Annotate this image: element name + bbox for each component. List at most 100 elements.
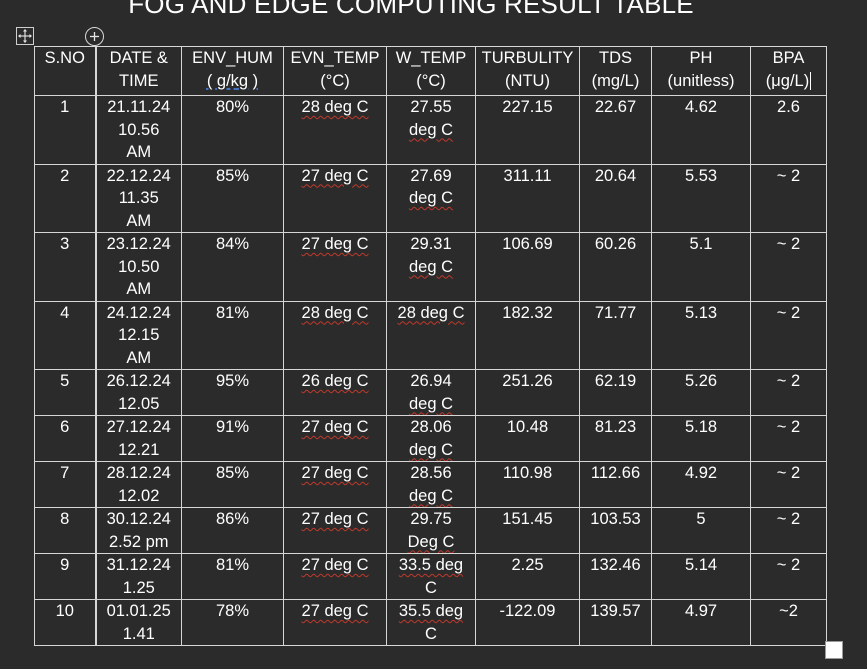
header-cell-evn-temp[interactable]: EVN_TEMP (°C) [283, 46, 387, 96]
table-resize-handle[interactable] [825, 641, 843, 659]
cell-turbulity[interactable]: 227.15 [475, 95, 580, 165]
cell-sno[interactable]: 5 [34, 369, 96, 416]
cell-env-hum[interactable]: 91% [181, 415, 284, 462]
cell-date-time[interactable]: 21.11.24 10.56 AM [94, 95, 182, 165]
cell-ph[interactable]: 5.18 [651, 415, 751, 462]
cell-ph[interactable]: 5 [651, 507, 751, 554]
cell-bpa[interactable]: ~ 2 [750, 163, 827, 233]
cell-evn-temp[interactable]: 27 deg C [283, 232, 387, 302]
cell-turbulity[interactable]: 2.25 [475, 553, 580, 600]
header-cell-env-hum[interactable]: ENV_HUM( g/kg ) [181, 46, 284, 96]
cell-env-hum[interactable]: 80% [181, 95, 284, 165]
cell-w-temp[interactable]: 28.06 deg C [386, 415, 476, 462]
cell-w-temp[interactable]: 35.5 deg C [386, 599, 476, 646]
cell-bpa[interactable]: ~ 2 [750, 232, 827, 302]
insert-column-button[interactable] [85, 27, 104, 46]
cell-date-time[interactable]: 23.12.24 10.50 AM [94, 232, 182, 302]
table-move-handle[interactable] [16, 27, 34, 45]
cell-evn-temp[interactable]: 28 deg C [283, 300, 387, 370]
cell-date-time[interactable]: 24.12.24 12.15 AM [94, 300, 182, 370]
cell-turbulity[interactable]: 311.11 [475, 163, 580, 233]
cell-tds[interactable]: 139.57 [579, 599, 652, 646]
cell-date-time[interactable]: 22.12.24 11.35 AM [94, 163, 182, 233]
cell-bpa[interactable]: ~ 2 [750, 300, 827, 370]
cell-turbulity[interactable]: 110.98 [475, 461, 580, 508]
cell-evn-temp[interactable]: 28 deg C [283, 95, 387, 165]
cell-w-temp[interactable]: 28.56 deg C [386, 461, 476, 508]
cell-sno[interactable]: 9 [34, 553, 96, 600]
cell-env-hum[interactable]: 81% [181, 300, 284, 370]
cell-w-temp[interactable]: 27.69 deg C [386, 163, 476, 233]
cell-date-time[interactable]: 26.12.24 12.05 [94, 369, 182, 416]
cell-tds[interactable]: 62.19 [579, 369, 652, 416]
cell-tds[interactable]: 22.67 [579, 95, 652, 165]
cell-env-hum[interactable]: 85% [181, 163, 284, 233]
header-cell-date-time[interactable]: DATE & TIME [94, 46, 182, 96]
cell-date-time[interactable]: 28.12.24 12.02 [94, 461, 182, 508]
cell-ph[interactable]: 5.53 [651, 163, 751, 233]
cell-turbulity[interactable]: -122.09 [475, 599, 580, 646]
cell-date-time[interactable]: 01.01.25 1.41 [94, 599, 182, 646]
cell-sno[interactable]: 10 [34, 599, 96, 646]
cell-tds[interactable]: 103.53 [579, 507, 652, 554]
cell-w-temp[interactable]: 28 deg C [386, 300, 476, 370]
cell-bpa[interactable]: 2.6 [750, 95, 827, 165]
cell-sno[interactable]: 6 [34, 415, 96, 462]
cell-ph[interactable]: 5.14 [651, 553, 751, 600]
cell-evn-temp[interactable]: 27 deg C [283, 163, 387, 233]
cell-sno[interactable]: 1 [34, 95, 96, 165]
cell-ph[interactable]: 5.13 [651, 300, 751, 370]
cell-turbulity[interactable]: 10.48 [475, 415, 580, 462]
cell-env-hum[interactable]: 85% [181, 461, 284, 508]
cell-date-time[interactable]: 27.12.24 12.21 [94, 415, 182, 462]
cell-tds[interactable]: 112.66 [579, 461, 652, 508]
cell-bpa[interactable]: ~ 2 [750, 369, 827, 416]
cell-evn-temp[interactable]: 27 deg C [283, 461, 387, 508]
cell-w-temp[interactable]: 29.31 deg C [386, 232, 476, 302]
cell-env-hum[interactable]: 81% [181, 553, 284, 600]
cell-env-hum[interactable]: 84% [181, 232, 284, 302]
cell-ph[interactable]: 5.1 [651, 232, 751, 302]
cell-bpa[interactable]: ~ 2 [750, 553, 827, 600]
cell-tds[interactable]: 60.26 [579, 232, 652, 302]
cell-sno[interactable]: 4 [34, 300, 96, 370]
cell-w-temp[interactable]: 26.94 deg C [386, 369, 476, 416]
cell-w-temp[interactable]: 29.75 Deg C [386, 507, 476, 554]
cell-w-temp[interactable]: 27.55 deg C [386, 95, 476, 165]
cell-tds[interactable]: 132.46 [579, 553, 652, 600]
cell-ph[interactable]: 4.97 [651, 599, 751, 646]
cell-tds[interactable]: 71.77 [579, 300, 652, 370]
cell-env-hum[interactable]: 86% [181, 507, 284, 554]
cell-env-hum[interactable]: 78% [181, 599, 284, 646]
header-cell-bpa[interactable]: BPA (μg/L) [750, 46, 827, 96]
cell-evn-temp[interactable]: 27 deg C [283, 599, 387, 646]
cell-sno[interactable]: 3 [34, 232, 96, 302]
cell-sno[interactable]: 7 [34, 461, 96, 508]
cell-ph[interactable]: 5.26 [651, 369, 751, 416]
cell-bpa[interactable]: ~ 2 [750, 461, 827, 508]
cell-tds[interactable]: 81.23 [579, 415, 652, 462]
header-cell-w-temp[interactable]: W_TEMP (°C) [386, 46, 476, 96]
cell-w-temp[interactable]: 33.5 deg C [386, 553, 476, 600]
cell-evn-temp[interactable]: 27 deg C [283, 507, 387, 554]
cell-date-time[interactable]: 31.12.24 1.25 [94, 553, 182, 600]
cell-evn-temp[interactable]: 27 deg C [283, 415, 387, 462]
cell-ph[interactable]: 4.92 [651, 461, 751, 508]
header-cell-ph[interactable]: PH (unitless) [651, 46, 751, 96]
cell-bpa[interactable]: ~2 [750, 599, 827, 646]
cell-tds[interactable]: 20.64 [579, 163, 652, 233]
cell-env-hum[interactable]: 95% [181, 369, 284, 416]
cell-evn-temp[interactable]: 27 deg C [283, 553, 387, 600]
cell-turbulity[interactable]: 251.26 [475, 369, 580, 416]
header-cell-sno[interactable]: S.NO [34, 46, 96, 96]
cell-sno[interactable]: 2 [34, 163, 96, 233]
cell-date-time[interactable]: 30.12.24 2.52 pm [94, 507, 182, 554]
cell-turbulity[interactable]: 106.69 [475, 232, 580, 302]
cell-bpa[interactable]: ~ 2 [750, 507, 827, 554]
header-cell-tds[interactable]: TDS (mg/L) [579, 46, 652, 96]
cell-sno[interactable]: 8 [34, 507, 96, 554]
cell-ph[interactable]: 4.62 [651, 95, 751, 165]
cell-bpa[interactable]: ~ 2 [750, 415, 827, 462]
header-cell-turbulity[interactable]: TURBULITY (NTU) [475, 46, 580, 96]
cell-evn-temp[interactable]: 26 deg C [283, 369, 387, 416]
